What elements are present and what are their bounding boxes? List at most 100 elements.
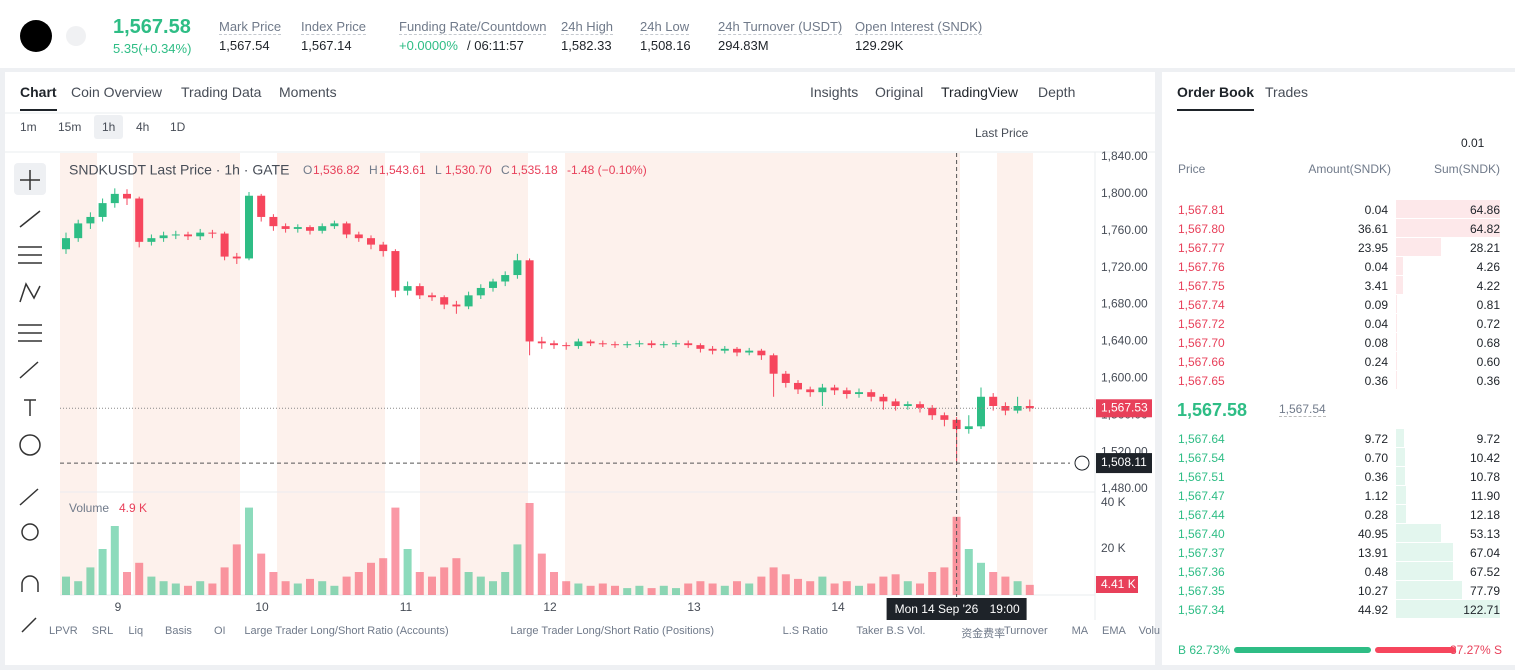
- volume-bar: [611, 585, 619, 595]
- indicator[interactable]: Basis: [165, 625, 192, 637]
- volume-bar: [940, 567, 949, 595]
- ob-price[interactable]: 1,567.74: [1178, 298, 1225, 312]
- volume-bar: [245, 507, 253, 595]
- interval[interactable]: 15m: [58, 120, 82, 134]
- depth-bar: [1396, 581, 1462, 599]
- candle-body: [184, 234, 192, 237]
- tab[interactable]: Coin Overview: [71, 84, 163, 100]
- tools[interactable]: [14, 163, 46, 633]
- ob-price[interactable]: 1,567.36: [1178, 565, 1225, 579]
- view-tab[interactable]: Insights: [810, 84, 859, 100]
- stat-label: 24h High: [561, 19, 614, 35]
- ob-price[interactable]: 1,567.35: [1178, 584, 1225, 598]
- depth-bar: [1396, 524, 1442, 542]
- ob-price[interactable]: 1,567.64: [1178, 432, 1225, 446]
- ob-price[interactable]: 1,567.40: [1178, 527, 1225, 541]
- ob-price[interactable]: 1,567.66: [1178, 355, 1225, 369]
- volume-bar: [916, 583, 924, 595]
- interval[interactable]: 1D: [170, 120, 186, 134]
- ob-price[interactable]: 1,567.51: [1178, 470, 1225, 484]
- ob-price[interactable]: 1,567.77: [1178, 241, 1225, 255]
- tab[interactable]: Chart: [20, 84, 57, 111]
- tab[interactable]: Moments: [279, 84, 337, 100]
- ob-amount: 0.09: [1364, 298, 1388, 312]
- ob-price[interactable]: 1,567.37: [1178, 546, 1225, 560]
- ob-tab[interactable]: Order Book: [1177, 84, 1255, 111]
- volume-bar: [428, 576, 436, 595]
- volume-bar: [781, 574, 790, 595]
- candle-body: [550, 343, 558, 346]
- candle-body: [281, 226, 290, 229]
- ob-amount: 0.04: [1364, 203, 1388, 217]
- volume-bar: [147, 576, 156, 595]
- precision[interactable]: 0.01: [1461, 136, 1485, 150]
- favorite[interactable]: [66, 26, 86, 46]
- ob-price[interactable]: 1,567.54: [1178, 451, 1225, 465]
- session-band: [565, 153, 960, 595]
- candle-body: [415, 286, 424, 296]
- candle-body: [842, 390, 851, 395]
- ob-tab[interactable]: Trades: [1265, 84, 1309, 100]
- volume-bar: [62, 576, 70, 595]
- volume-bar: [123, 572, 131, 595]
- volume-bar: [708, 583, 717, 595]
- indicator[interactable]: Taker B.S Vol.: [856, 625, 926, 637]
- indicator[interactable]: Turnover: [1004, 625, 1048, 637]
- col-head: Price: [1178, 162, 1206, 176]
- ob-price[interactable]: 1,567.76: [1178, 260, 1225, 274]
- tab[interactable]: Trading Data: [181, 84, 262, 100]
- depth-bar: [1396, 486, 1407, 504]
- depth-bar: [1396, 505, 1407, 523]
- ob-amount: 0.04: [1364, 260, 1388, 274]
- volume-bar: [257, 553, 266, 595]
- candle-body: [757, 350, 766, 356]
- indicator[interactable]: 资金费率: [961, 628, 1006, 640]
- interval[interactable]: 1m: [20, 120, 37, 134]
- buy-label: B 62.73%: [1178, 643, 1231, 657]
- indicator[interactable]: SRL: [91, 625, 114, 637]
- ob-price[interactable]: 1,567.81: [1178, 203, 1225, 217]
- candle-body: [232, 256, 241, 259]
- candle-body: [403, 286, 412, 291]
- ob-price[interactable]: 1,567.65: [1178, 374, 1225, 388]
- candle-body: [659, 344, 668, 346]
- ob-price[interactable]: 1,567.75: [1178, 279, 1225, 293]
- volume-bar: [574, 583, 583, 595]
- ob-amount: 44.92: [1357, 603, 1388, 617]
- session-band: [133, 153, 240, 595]
- ob-price[interactable]: 1,567.80: [1178, 222, 1225, 236]
- volume-bar: [794, 578, 802, 595]
- view-tab[interactable]: TradingView: [941, 84, 1019, 100]
- ob-amount: 0.36: [1364, 470, 1388, 484]
- candle-body: [818, 387, 827, 393]
- interval[interactable]: 1h: [94, 115, 124, 139]
- ob-price[interactable]: 1,567.72: [1178, 317, 1225, 331]
- ob-price[interactable]: 1,567.34: [1178, 603, 1225, 617]
- indicator[interactable]: MA: [1071, 625, 1089, 637]
- indicator[interactable]: EMA: [1102, 625, 1126, 637]
- volume-bar: [903, 581, 912, 595]
- indicator[interactable]: Liq: [128, 625, 144, 637]
- view-tab[interactable]: Original: [875, 84, 924, 100]
- price-type[interactable]: Last Price: [975, 126, 1029, 140]
- ob-sum: 0.81: [1476, 298, 1500, 312]
- volume-bar: [623, 588, 632, 595]
- candle-body: [611, 344, 619, 346]
- depth-bar: [1396, 448, 1405, 466]
- interval[interactable]: 4h: [136, 120, 150, 134]
- candle-body: [257, 195, 266, 217]
- indicator[interactable]: Volu: [1138, 625, 1161, 637]
- ob-price[interactable]: 1,567.70: [1178, 336, 1225, 350]
- ob-price[interactable]: 1,567.47: [1178, 489, 1225, 503]
- indicator[interactable]: OI: [214, 625, 226, 637]
- indicator[interactable]: Large Trader Long/Short Ratio (Positions…: [510, 625, 714, 637]
- candle-body: [171, 234, 180, 236]
- indicator[interactable]: L.S Ratio: [782, 625, 828, 637]
- view-tab[interactable]: Depth: [1038, 84, 1076, 100]
- ob-price[interactable]: 1,567.44: [1178, 508, 1225, 522]
- candle-body: [135, 198, 144, 242]
- indicator[interactable]: LPVR: [49, 625, 78, 637]
- indicator[interactable]: Large Trader Long/Short Ratio (Accounts): [244, 625, 449, 637]
- volume-bar: [135, 562, 144, 595]
